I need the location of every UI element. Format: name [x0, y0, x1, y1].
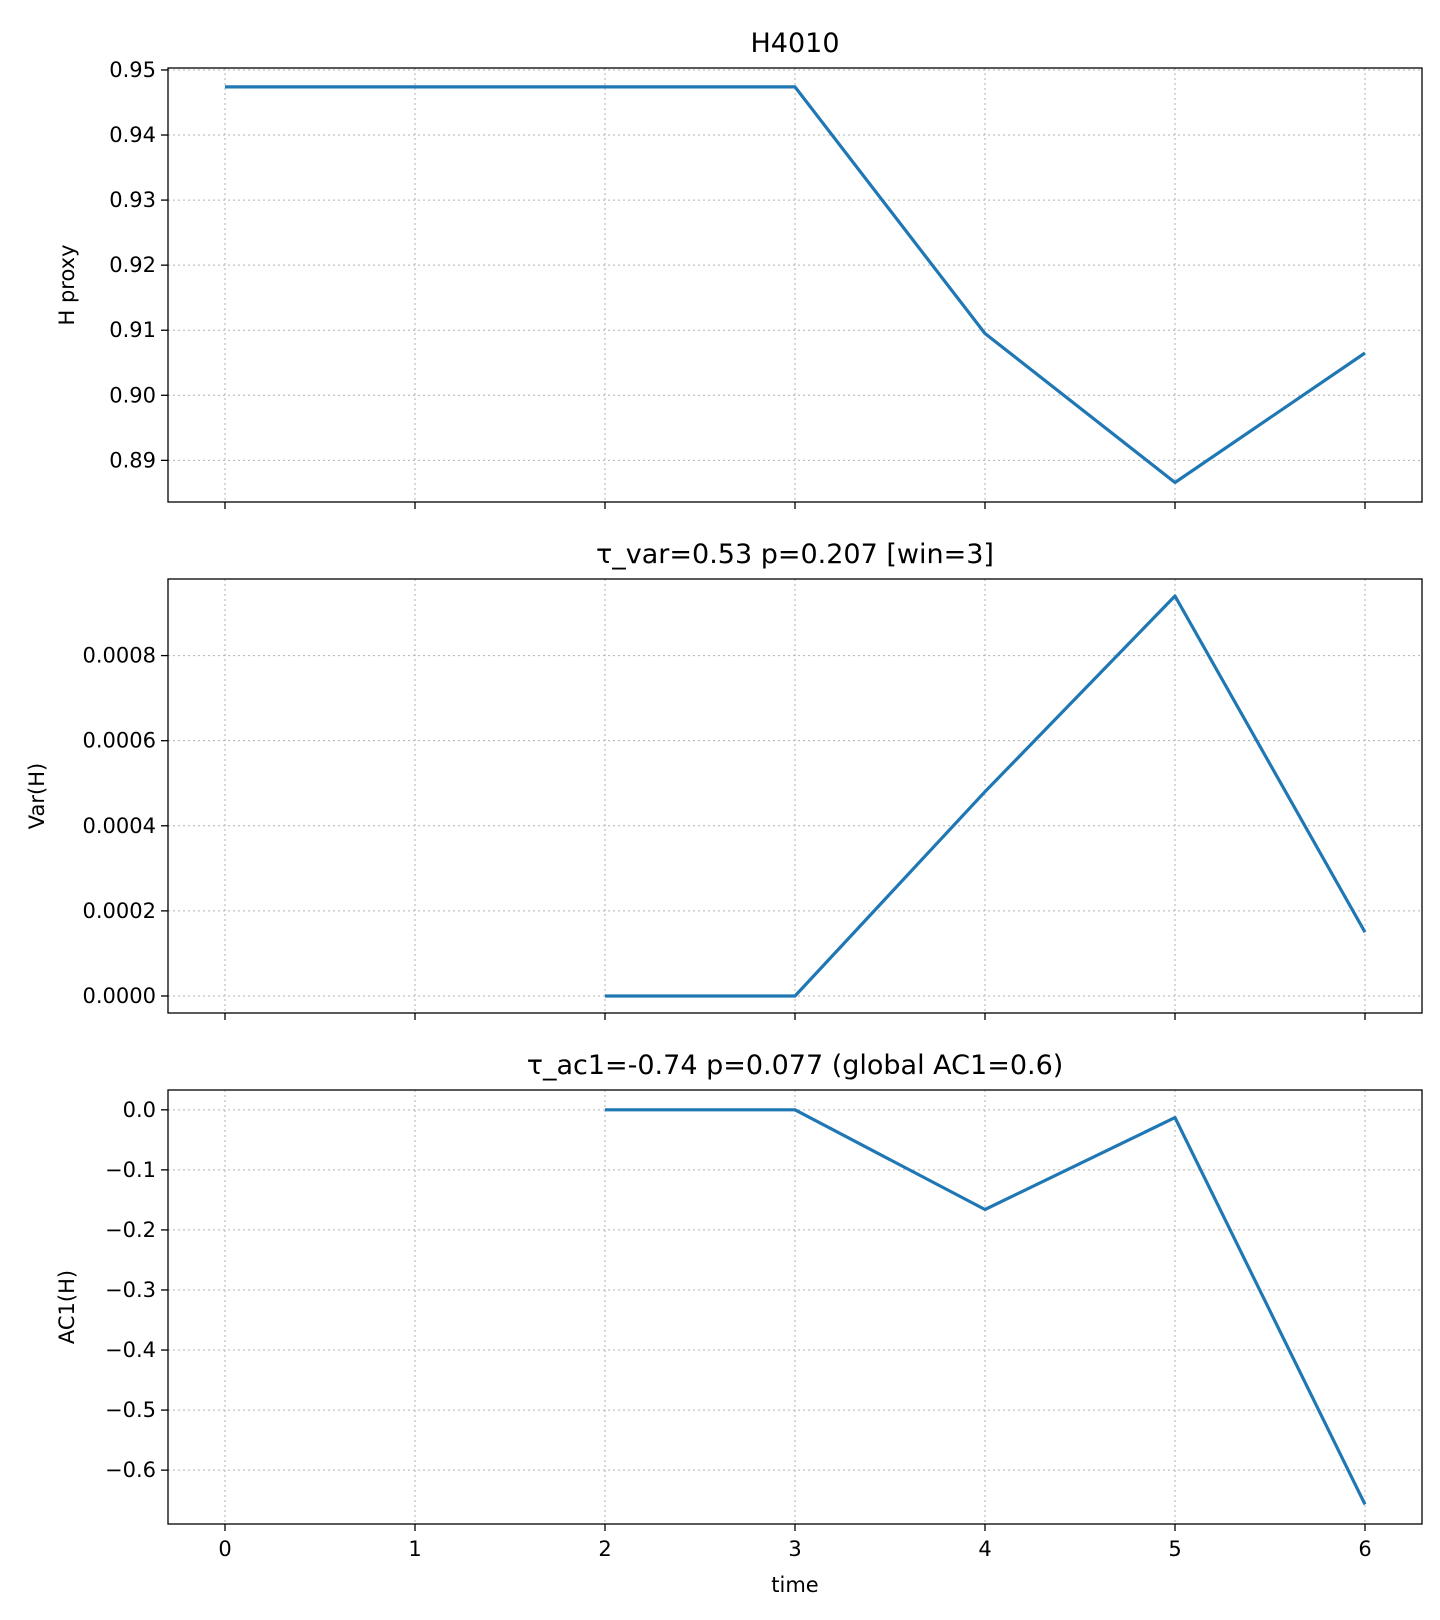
y-tick-label: 0.92: [109, 253, 156, 277]
y-tick-label: 0.0000: [83, 984, 156, 1008]
x-tick-label: 4: [978, 1537, 991, 1561]
series-line: [225, 85, 1366, 485]
plot-frame: [167, 1089, 1423, 1525]
y-axis-label: AC1(H): [55, 1270, 79, 1344]
x-tick-label: 5: [1168, 1537, 1181, 1561]
y-axis-label: Var(H): [25, 763, 49, 829]
panel-1: 0.89 0.90 0.91 0.92 0.93 0.94 0.95 H4010 H proxy: [55, 28, 1423, 509]
chart-title: H4010: [750, 28, 839, 59]
chart-title: τ_ac1=-0.74 p=0.077 (global AC1=0.6): [527, 1050, 1064, 1081]
y-tick-label: −0.5: [105, 1398, 156, 1422]
x-axis-label: time: [771, 1573, 818, 1597]
y-tick-label: 0.0: [123, 1098, 156, 1122]
x-tick-label: 0: [218, 1537, 231, 1561]
plot-frame: [167, 67, 1423, 503]
plot-frame: [167, 578, 1423, 1014]
panel-2: 0.0000 0.0002 0.0004 0.0006 0.0008 τ_var=0.53…: [25, 539, 1423, 1020]
y-tick-label: −0.2: [105, 1218, 156, 1242]
x-tick-label: 6: [1358, 1537, 1371, 1561]
y-tick-label: 0.0002: [83, 899, 156, 923]
chart-title: τ_var=0.53 p=0.207 [win=3]: [596, 539, 994, 570]
y-tick-label: −0.4: [105, 1338, 156, 1362]
y-tick-label: 0.0008: [83, 644, 156, 668]
y-tick-label: 0.0004: [83, 814, 156, 838]
y-tick-label: 0.91: [109, 318, 156, 342]
y-tick-label: 0.93: [109, 188, 156, 212]
y-tick-label: 0.90: [109, 383, 156, 407]
x-tick-label: 3: [788, 1537, 801, 1561]
y-tick-label: 0.95: [109, 58, 156, 82]
y-tick-label: 0.94: [109, 123, 156, 147]
series-line: [605, 1108, 1367, 1506]
y-tick-label: −0.3: [105, 1278, 156, 1302]
x-tick-label: 2: [598, 1537, 611, 1561]
y-tick-label: −0.1: [105, 1158, 156, 1182]
x-tick-label: 1: [408, 1537, 421, 1561]
y-tick-label: −0.6: [105, 1458, 156, 1482]
y-tick-label: 0.89: [109, 448, 156, 472]
y-axis-label: H proxy: [55, 244, 79, 325]
panel-3: 0 1 2 3 4 5 6 0.0 −0.1 −0.2 −0.3 −0.4 −0.5 −0.6 τ_ac1=…: [55, 1050, 1423, 1597]
y-tick-label: 0.0006: [83, 729, 156, 753]
series-line: [605, 594, 1367, 998]
